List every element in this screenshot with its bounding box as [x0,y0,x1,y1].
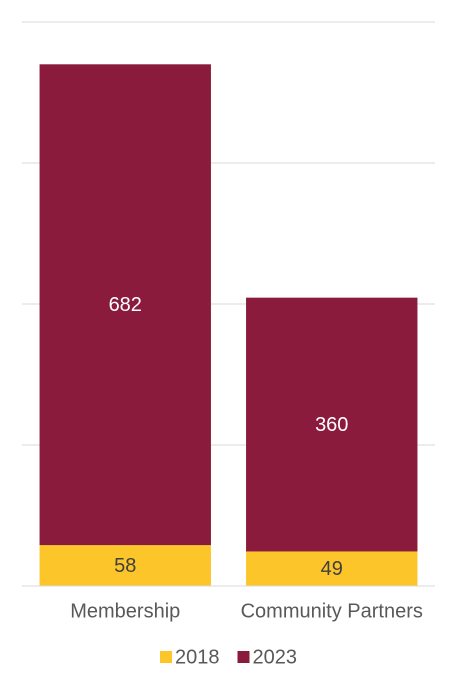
data-label: 49 [321,558,343,580]
x-tick-label: Community Partners [241,600,423,622]
legend-swatch [237,651,250,663]
bar-segment [246,297,418,552]
legend-label: 2023 [253,646,298,668]
data-label: 58 [114,555,136,577]
bar-segment [39,64,211,546]
bar-segment [39,545,211,586]
bar-segment [246,551,418,586]
data-label: 360 [315,414,348,436]
data-label: 682 [109,294,142,316]
x-tick-label: Membership [70,600,180,622]
legend-label: 2018 [175,646,220,668]
legend-swatch [160,651,172,663]
